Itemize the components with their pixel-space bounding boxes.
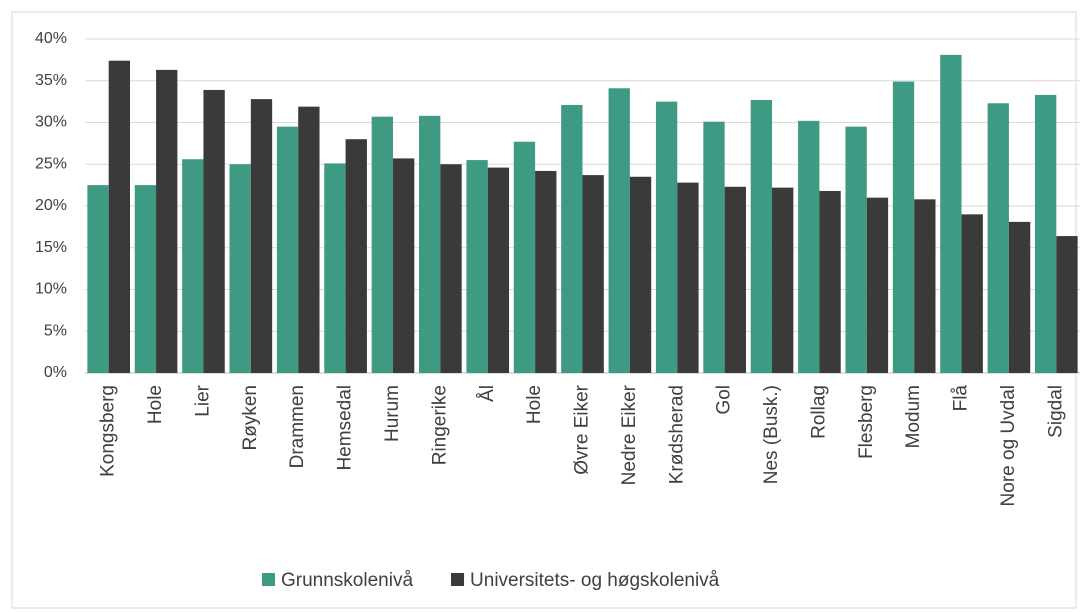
bar — [440, 164, 462, 373]
bar — [134, 185, 157, 373]
x-tick-label: Lier — [192, 384, 213, 416]
x-tick-label: Nedre Eiker — [619, 384, 640, 485]
bar — [513, 141, 536, 373]
bar — [371, 116, 393, 373]
bar — [298, 106, 320, 373]
x-tick-label: Øvre Eiker — [572, 384, 593, 474]
x-tick-label: Ål — [477, 385, 498, 402]
bar — [324, 163, 346, 373]
x-tick-label: Nes (Busk.) — [761, 385, 782, 484]
legend-label: Grunnskolenivå — [281, 570, 413, 591]
y-tick-label: 35% — [35, 72, 67, 89]
x-tick-label: Flå — [951, 385, 972, 412]
bar — [487, 167, 510, 373]
bar — [892, 81, 915, 374]
x-tick-label: Gol — [714, 385, 735, 415]
bar — [914, 199, 936, 373]
bar — [940, 54, 962, 374]
legend-swatch — [451, 573, 465, 586]
bar — [87, 185, 109, 373]
y-tick-label: 40% — [35, 30, 67, 47]
bar — [1056, 236, 1078, 373]
bar — [845, 126, 867, 373]
x-tick-label: Røyken — [240, 385, 261, 450]
y-tick-label: 10% — [35, 281, 67, 298]
x-tick-label: Modum — [903, 385, 924, 448]
x-tick-label: Rollag — [808, 385, 829, 439]
x-tick-label: Hurum — [382, 385, 403, 442]
bar — [250, 99, 273, 374]
bar — [655, 101, 678, 373]
bar — [703, 121, 725, 373]
bar — [182, 159, 204, 373]
bar — [276, 126, 299, 373]
bar — [419, 115, 441, 373]
bar — [345, 139, 367, 373]
y-tick-label: 15% — [35, 239, 67, 256]
bar — [750, 99, 773, 373]
bar — [561, 104, 583, 373]
bar — [629, 176, 652, 373]
x-tick-label: Nore og Uvdal — [998, 385, 1019, 506]
bar — [1034, 94, 1057, 373]
y-tick-label: 5% — [44, 322, 67, 339]
x-tick-label: Kongsberg — [98, 385, 119, 477]
legend: Grunnskolenivå Universitets- og høgskolen… — [262, 570, 720, 591]
x-tick-label: Hole — [524, 385, 545, 424]
y-tick-label: 25% — [35, 155, 67, 172]
legend-swatch — [262, 573, 275, 586]
y-tick-label: 20% — [35, 197, 67, 214]
x-tick-label: Drammen — [287, 385, 308, 468]
bar — [582, 175, 604, 373]
bar — [724, 186, 746, 373]
bar — [108, 60, 131, 374]
bar — [229, 164, 251, 373]
x-tick-label: Sigdal — [1045, 385, 1066, 438]
x-tick-label: Flesberg — [856, 385, 877, 459]
bar — [987, 103, 1009, 374]
bar — [608, 88, 630, 373]
bar — [772, 187, 794, 373]
bar — [798, 120, 820, 373]
x-tick-label: Krødsherad — [666, 385, 687, 484]
y-tick-label: 30% — [35, 114, 67, 131]
bar — [392, 158, 415, 373]
bar — [866, 197, 889, 373]
x-tick-label: Hole — [145, 385, 166, 424]
bar — [819, 190, 841, 373]
x-tick-label: Hemsedal — [335, 385, 356, 471]
y-tick-label: 0% — [44, 364, 67, 381]
legend-label: Universitets- og høgskolenivå — [470, 570, 720, 591]
bar — [535, 170, 557, 373]
x-tick-label: Ringerike — [429, 385, 450, 465]
bar — [466, 160, 488, 373]
bar — [961, 214, 983, 373]
bar — [1008, 221, 1031, 373]
bar — [677, 182, 699, 373]
bar — [156, 69, 178, 374]
bar — [203, 89, 225, 373]
